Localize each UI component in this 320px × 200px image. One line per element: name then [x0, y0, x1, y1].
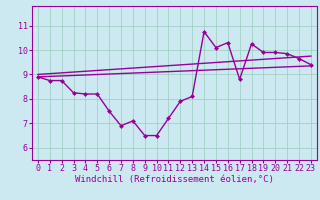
X-axis label: Windchill (Refroidissement éolien,°C): Windchill (Refroidissement éolien,°C)	[75, 175, 274, 184]
